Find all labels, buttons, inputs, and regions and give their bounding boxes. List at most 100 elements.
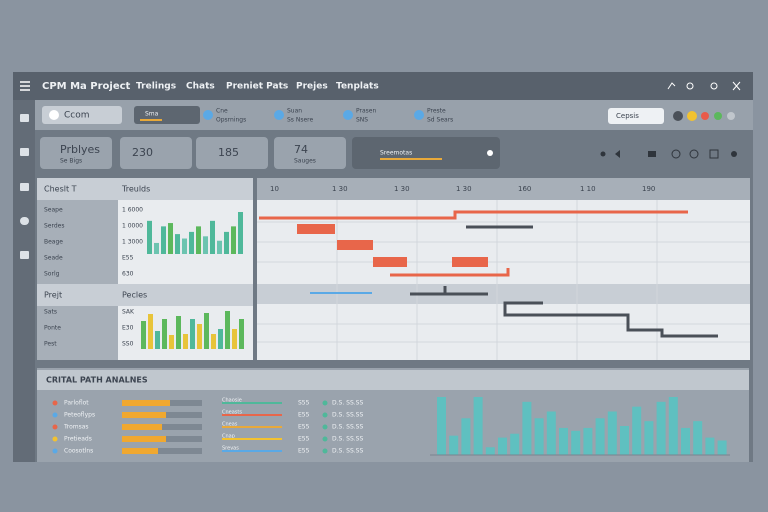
legend-dot: [52, 400, 58, 406]
chart-bar: [571, 430, 581, 455]
search-icon: [49, 110, 59, 120]
item-name: Coosotlns: [64, 448, 93, 455]
chart-bar: [620, 426, 629, 455]
chart-bar: [546, 411, 556, 455]
table-cell: Seade: [44, 255, 63, 262]
table-cell: SAK: [122, 309, 135, 316]
mini-bar: [141, 321, 146, 349]
item-note: D.S. SS.SS: [332, 448, 363, 455]
table-header-cell: Treulds: [121, 185, 150, 194]
progress-track: [122, 448, 202, 454]
item-dot: [322, 412, 328, 418]
chart-bar: [473, 397, 483, 455]
chart-bar: [559, 427, 568, 455]
table-header: [37, 178, 253, 200]
chart-bar: [656, 401, 666, 455]
item-name: Pretieads: [64, 436, 92, 443]
progress-fill: [122, 424, 162, 430]
menu-icon[interactable]: [20, 81, 30, 91]
gantt-divider: [257, 284, 750, 304]
mini-bar: [232, 329, 237, 349]
legend-dot: [52, 412, 58, 418]
mini-bar: [210, 220, 215, 254]
filter-title: Cne: [216, 108, 228, 115]
window-controls[interactable]: [667, 81, 741, 91]
nav-item[interactable]: Preniet Pats: [226, 82, 288, 92]
nav-item[interactable]: Trelings: [136, 82, 176, 92]
analysis-title: CRITAL PATH ANALNES: [46, 376, 148, 385]
gantt-tick: 1 30: [394, 185, 410, 193]
mini-bar: [162, 319, 167, 349]
item-status: Chaosje: [222, 398, 242, 404]
item-value: S55: [298, 400, 310, 407]
mini-bar: [217, 240, 222, 254]
card-subtitle: Sauges: [294, 158, 316, 165]
table-cell: E55: [122, 255, 134, 262]
mini-bar: [238, 212, 243, 254]
table-cell: 1 6000: [122, 207, 143, 214]
chart-bar: [705, 437, 715, 455]
item-status: Srevas: [222, 446, 239, 452]
gantt-header: [257, 178, 750, 200]
table-cell: E30: [122, 325, 134, 332]
item-note: D.S. SS.SS: [332, 424, 363, 431]
mini-bar: [168, 223, 173, 254]
table-cell: Serdes: [44, 223, 65, 230]
nav-item[interactable]: Prejes: [296, 82, 328, 92]
card: [40, 137, 112, 169]
mini-bar: [189, 231, 194, 254]
legend-dot: [52, 424, 58, 430]
card-bar: [380, 158, 442, 160]
filter-icon: [414, 110, 424, 120]
chart-bar: [583, 427, 593, 455]
filter-chip[interactable]: [134, 106, 200, 124]
card: [352, 137, 500, 169]
table-cell: Beage: [44, 239, 63, 246]
mini-bar: [154, 242, 159, 254]
card-title: 230: [132, 146, 153, 159]
gantt-tick: 1 30: [456, 185, 472, 193]
mini-bar: [197, 324, 202, 349]
card-tools[interactable]: [600, 149, 738, 159]
gantt-tasks: [259, 210, 718, 338]
table-cell: 1 0000: [122, 223, 143, 230]
chart-bar: [437, 397, 446, 455]
filter-icon: [203, 110, 213, 120]
mini-bar: [211, 334, 216, 349]
card: [196, 137, 268, 169]
chip-bar: [140, 119, 162, 121]
card-dot: [487, 150, 493, 156]
card: [274, 137, 346, 169]
gantt-panel: [257, 178, 750, 360]
chart-bar: [644, 421, 654, 455]
option-select[interactable]: [608, 108, 664, 124]
item-value: E55: [298, 424, 310, 431]
nav-item[interactable]: Tenplats: [336, 82, 379, 92]
item-name: Peteoflyps: [64, 412, 95, 419]
nav-item[interactable]: Chats: [186, 82, 215, 92]
status-dots: [673, 111, 735, 121]
search-box[interactable]: [42, 106, 122, 124]
chart-bar: [668, 397, 678, 455]
gantt-tick: 190: [642, 185, 655, 193]
titlebar: [13, 72, 753, 100]
chart-bar: [595, 418, 605, 455]
item-name: Tromsas: [63, 424, 89, 431]
chart-bar: [681, 427, 690, 455]
table-header-cell: Prejt: [44, 291, 62, 300]
filter-title: Preste: [427, 108, 446, 115]
card: [120, 137, 192, 169]
chart-bar: [717, 440, 727, 455]
search-text: Ccom: [64, 111, 90, 121]
mini-bar: [169, 335, 174, 349]
mini-bar: [190, 319, 195, 349]
mini-bar: [218, 329, 223, 349]
table-cell: Seape: [44, 207, 63, 214]
chart-bar: [498, 437, 507, 455]
item-value: E55: [298, 448, 310, 455]
gantt-tick: 160: [518, 185, 531, 193]
item-dot: [322, 424, 328, 430]
app-title: CPM Ma Project: [42, 81, 131, 92]
mini-bar: [176, 316, 181, 349]
